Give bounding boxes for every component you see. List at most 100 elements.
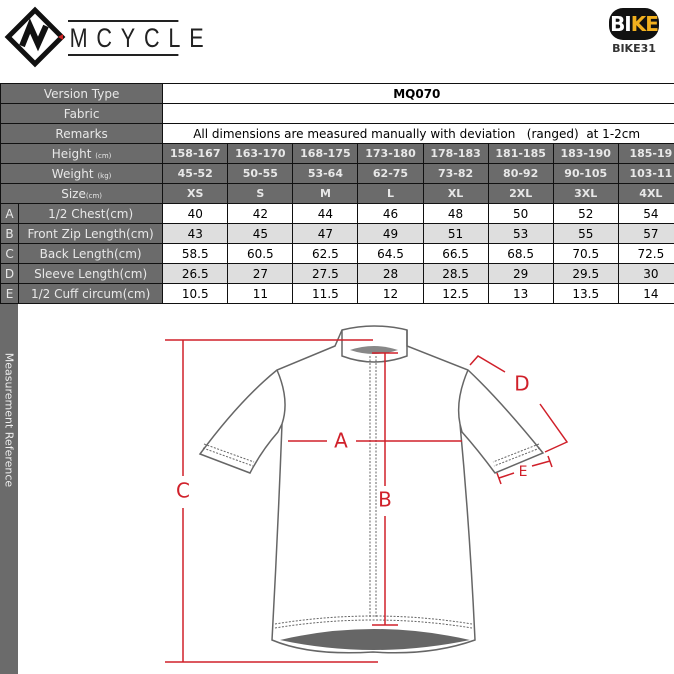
value-cell: 72.5: [617, 243, 674, 264]
value-cell: 45: [227, 223, 294, 244]
weight-cell: 73-82: [422, 163, 489, 184]
store-name: BIKE31: [612, 42, 656, 55]
height-cell: 168-175: [292, 143, 359, 164]
value-cell: 12: [357, 283, 424, 304]
measurement-reference-label: Measurement Reference: [2, 352, 16, 488]
weight-cell: 53-64: [292, 163, 359, 184]
bike-logo-icon: BIKE: [609, 8, 659, 40]
weight-label: Weight (kg): [0, 163, 164, 184]
brand-name: MCYCLE: [68, 20, 204, 56]
fabric-label: Fabric: [0, 103, 164, 124]
height-cell: 181-185: [487, 143, 554, 164]
label-e: E: [519, 464, 528, 480]
value-cell: 51: [422, 223, 489, 244]
remarks-row: Remarks All dimensions are measured manua…: [0, 123, 674, 144]
height-cell: 173-180: [357, 143, 424, 164]
store-logo: BIKE BIKE31: [596, 8, 672, 55]
weight-cell: 45-52: [162, 163, 229, 184]
measurement-row: D Sleeve Length(cm) 26.5 27 27.5 28 28.5 29 29.5…: [0, 263, 674, 284]
size-cell: XS: [162, 183, 229, 204]
label-b: B: [378, 488, 392, 512]
row-letter: B: [0, 223, 20, 244]
weight-cell: 103-11: [617, 163, 674, 184]
value-cell: 10.5: [162, 283, 229, 304]
value-cell: 66.5: [422, 243, 489, 264]
row-label: Sleeve Length(cm): [18, 263, 164, 284]
jersey-outline: [198, 325, 545, 654]
value-cell: 60.5: [227, 243, 294, 264]
size-cell: 2XL: [487, 183, 554, 204]
row-label: 1/2 Cuff circum(cm): [18, 283, 164, 304]
value-cell: 58.5: [162, 243, 229, 264]
hem-inner: [280, 629, 470, 650]
value-cell: 44: [292, 203, 359, 224]
value-cell: 13.5: [552, 283, 619, 304]
value-cell: 11: [227, 283, 294, 304]
size-cell: S: [227, 183, 294, 204]
value-cell: 54: [617, 203, 674, 224]
height-label: Height (cm): [0, 143, 164, 164]
value-cell: 49: [357, 223, 424, 244]
measurement-row: A 1/2 Chest(cm) 40 42 44 46 48 50 52 54: [0, 203, 674, 224]
size-row: Size(cm) XS S M L XL 2XL 3XL 4XL: [0, 183, 674, 204]
value-cell: 28.5: [422, 263, 489, 284]
measurement-row: E 1/2 Cuff circum(cm) 10.5 11 11.5 12 12.5 13 13…: [0, 283, 674, 304]
remarks-label: Remarks: [0, 123, 164, 144]
measurement-reference-bar: [0, 304, 18, 674]
height-cell: 178-183: [422, 143, 489, 164]
value-cell: 43: [162, 223, 229, 244]
row-letter: D: [0, 263, 20, 284]
measurement-row: C Back Length(cm) 58.5 60.5 62.5 64.5 66.5 68.5…: [0, 243, 674, 264]
value-cell: 55: [552, 223, 619, 244]
value-cell: 29.5: [552, 263, 619, 284]
value-cell: 62.5: [292, 243, 359, 264]
height-cell: 185-19: [617, 143, 674, 164]
version-type-value: MQ070: [162, 83, 674, 104]
label-c: C: [176, 479, 190, 503]
row-label: 1/2 Chest(cm): [18, 203, 164, 224]
fabric-value: [162, 103, 674, 124]
size-cell: M: [292, 183, 359, 204]
height-row: Height (cm) 158-167 163-170 168-175 173-180 1…: [0, 143, 674, 164]
size-cell: XL: [422, 183, 489, 204]
value-cell: 26.5: [162, 263, 229, 284]
value-cell: 14: [617, 283, 674, 304]
value-cell: 29: [487, 263, 554, 284]
height-cell: 158-167: [162, 143, 229, 164]
value-cell: 47: [292, 223, 359, 244]
value-cell: 28: [357, 263, 424, 284]
value-cell: 12.5: [422, 283, 489, 304]
value-cell: 68.5: [487, 243, 554, 264]
version-type-label: Version Type: [0, 83, 164, 104]
fabric-row: Fabric: [0, 103, 674, 124]
value-cell: 57: [617, 223, 674, 244]
row-letter: E: [0, 283, 20, 304]
weight-cell: 80-92: [487, 163, 554, 184]
value-cell: 64.5: [357, 243, 424, 264]
row-label: Front Zip Length(cm): [18, 223, 164, 244]
version-type-row: Version Type MQ070: [0, 83, 674, 104]
value-cell: 30: [617, 263, 674, 284]
size-cell: 3XL: [552, 183, 619, 204]
height-cell: 183-190: [552, 143, 619, 164]
mcycle-logo-icon: [4, 6, 66, 68]
value-cell: 52: [552, 203, 619, 224]
measurement-row: B Front Zip Length(cm) 43 45 47 49 51 53 55 57: [0, 223, 674, 244]
size-label: Size(cm): [0, 183, 164, 204]
value-cell: 13: [487, 283, 554, 304]
label-a: A: [334, 429, 348, 453]
weight-row: Weight (kg) 45-52 50-55 53-64 62-75 73-82 80-9…: [0, 163, 674, 184]
row-label: Back Length(cm): [18, 243, 164, 264]
collar-inner: [350, 346, 398, 354]
height-cell: 163-170: [227, 143, 294, 164]
row-letter: A: [0, 203, 20, 224]
value-cell: 48: [422, 203, 489, 224]
weight-cell: 50-55: [227, 163, 294, 184]
value-cell: 42: [227, 203, 294, 224]
value-cell: 27.5: [292, 263, 359, 284]
value-cell: 50: [487, 203, 554, 224]
value-cell: 53: [487, 223, 554, 244]
row-letter: C: [0, 243, 20, 264]
remarks-value: All dimensions are measured manually wit…: [162, 123, 674, 144]
size-cell: 4XL: [617, 183, 674, 204]
